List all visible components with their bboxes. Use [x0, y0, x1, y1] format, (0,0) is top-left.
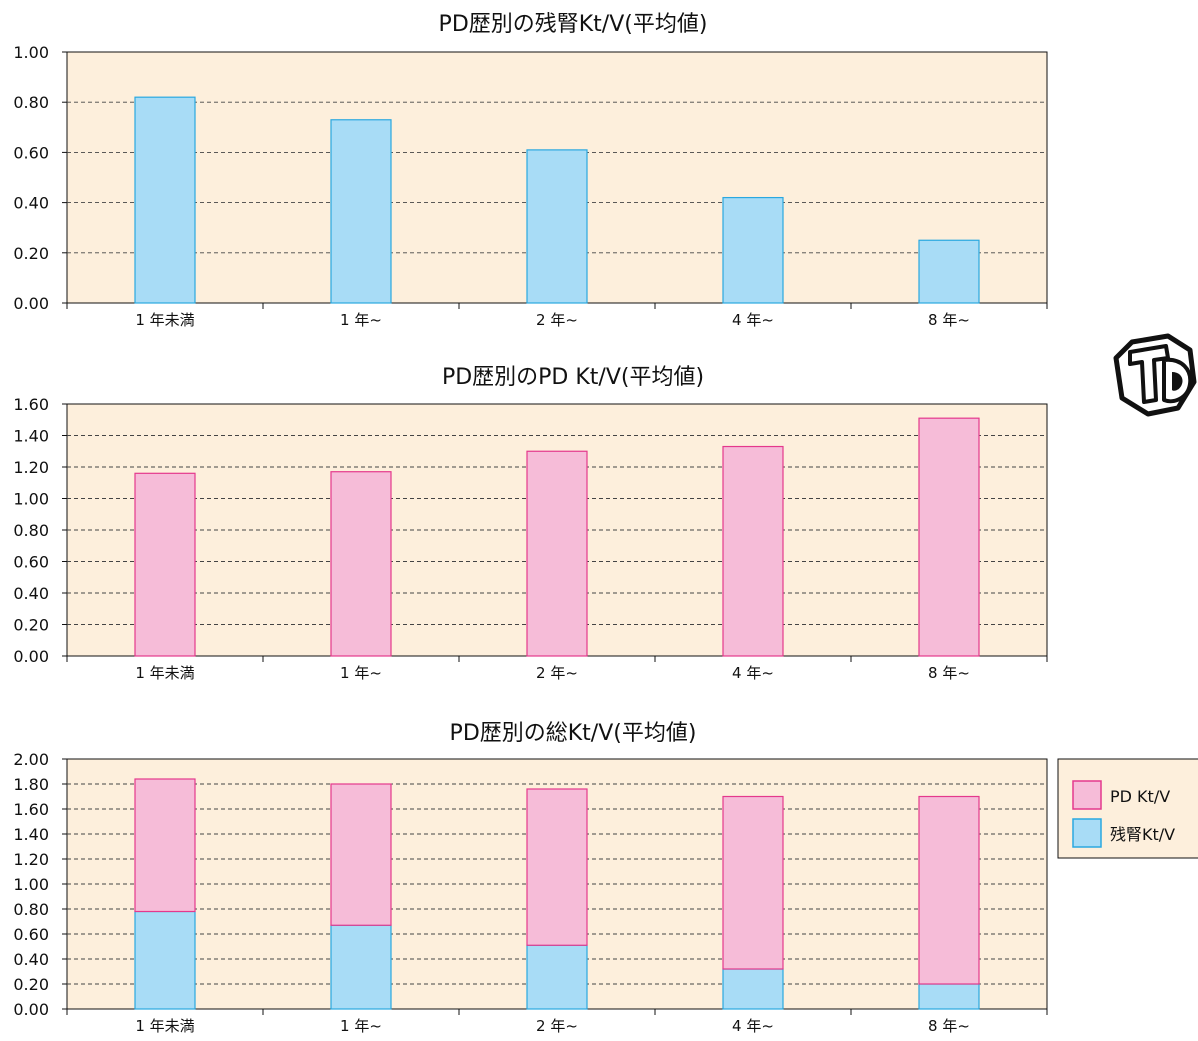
bar-residual — [526, 149, 588, 304]
y-tick-label: 0.00 — [13, 1000, 49, 1019]
bar-residual — [134, 910, 196, 1010]
y-tick-label: 0.80 — [13, 93, 49, 112]
y-tick-label: 0.40 — [13, 950, 49, 969]
legend-label-residual: 残腎Kt/V — [1110, 825, 1175, 844]
y-tick-label: 1.20 — [13, 458, 49, 477]
y-tick-label: 0.40 — [13, 584, 49, 603]
bar-residual — [722, 196, 784, 304]
x-category-label: 1 年~ — [340, 311, 382, 329]
bar-residual — [918, 239, 980, 304]
x-category-label: 4 年~ — [732, 1017, 774, 1035]
bar-pd — [918, 417, 980, 657]
bar-residual — [134, 96, 196, 304]
pd-ktv-chart: PD歴別のPD Kt/V(平均値) 0.00 0.20 0.40 0.60 0.80 1.0… — [13, 365, 1048, 682]
bar-pd — [526, 450, 588, 657]
bar-residual — [330, 119, 392, 304]
bar-pd — [330, 783, 392, 926]
x-category-label: 8 年~ — [928, 1017, 970, 1035]
chart-legend: PD Kt/V 残腎Kt/V — [1057, 758, 1198, 859]
bar-residual — [722, 968, 784, 1010]
td-logo-icon — [1113, 333, 1197, 417]
x-category-label: 4 年~ — [732, 664, 774, 682]
y-tick-label: 1.80 — [13, 775, 49, 794]
x-category-label: 1 年未満 — [135, 664, 194, 682]
y-tick-label: 0.00 — [13, 294, 49, 313]
y-tick-label: 1.20 — [13, 850, 49, 869]
y-tick-label: 0.60 — [13, 553, 49, 572]
y-tick-label: 0.20 — [13, 244, 49, 263]
y-tick-label: 0.80 — [13, 521, 49, 540]
x-category-label: 8 年~ — [928, 311, 970, 329]
x-category-label: 8 年~ — [928, 664, 970, 682]
bar-pd — [134, 472, 196, 657]
residual-ktv-chart: PD歴別の残腎Kt/V(平均値) 0.00 0.20 0.40 0.60 0.80 1.00… — [13, 12, 1048, 329]
y-tick-label: 1.60 — [13, 800, 49, 819]
bar-residual — [330, 924, 392, 1010]
x-category-label: 1 年未満 — [135, 311, 194, 329]
y-tick-label: 0.60 — [13, 925, 49, 944]
chart-title: PD歴別の総Kt/V(平均値) — [450, 721, 697, 746]
bar-pd — [722, 445, 784, 657]
bar-pd — [722, 795, 784, 970]
bar-pd — [526, 788, 588, 946]
bar-pd — [330, 471, 392, 657]
chart-title: PD歴別の残腎Kt/V(平均値) — [439, 12, 708, 37]
bar-pd — [134, 778, 196, 913]
legend-swatch-pd — [1072, 780, 1102, 810]
y-tick-label: 2.00 — [13, 750, 49, 769]
x-category-label: 1 年~ — [340, 664, 382, 682]
bar-pd — [918, 795, 980, 985]
legend-label-pd: PD Kt/V — [1110, 787, 1170, 806]
y-tick-label: 1.40 — [13, 825, 49, 844]
x-category-label: 1 年未満 — [135, 1017, 194, 1035]
bar-residual — [918, 983, 980, 1010]
x-category-label: 2 年~ — [536, 664, 578, 682]
total-ktv-chart: PD歴別の総Kt/V(平均値) 0.00 0.20 0.40 0.60 0.80 1.00 1… — [13, 721, 1048, 1035]
chart-title: PD歴別のPD Kt/V(平均値) — [442, 365, 704, 390]
x-category-label: 2 年~ — [536, 311, 578, 329]
y-tick-label: 0.40 — [13, 194, 49, 213]
y-tick-label: 1.00 — [13, 490, 49, 509]
y-tick-label: 1.00 — [13, 43, 49, 62]
y-tick-label: 0.80 — [13, 900, 49, 919]
y-tick-label: 1.40 — [13, 427, 49, 446]
y-tick-label: 0.20 — [13, 616, 49, 635]
bar-residual — [526, 944, 588, 1010]
y-tick-label: 1.00 — [13, 875, 49, 894]
y-tick-label: 0.00 — [13, 647, 49, 666]
legend-swatch-residual — [1072, 818, 1102, 848]
y-tick-label: 0.20 — [13, 975, 49, 994]
x-category-label: 1 年~ — [340, 1017, 382, 1035]
y-tick-label: 1.60 — [13, 395, 49, 414]
x-category-label: 2 年~ — [536, 1017, 578, 1035]
x-category-label: 4 年~ — [732, 311, 774, 329]
y-tick-label: 0.60 — [13, 143, 49, 162]
